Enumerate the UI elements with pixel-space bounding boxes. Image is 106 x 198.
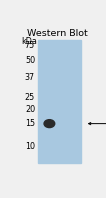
Text: 15: 15 [25,119,35,128]
Text: kDa: kDa [22,37,38,46]
Bar [38,40,81,163]
Text: 50: 50 [25,56,35,65]
Text: Western Blot: Western Blot [27,29,88,38]
Text: 10: 10 [25,142,35,151]
Text: 75: 75 [25,41,35,50]
Text: 25: 25 [25,93,35,102]
Text: 37: 37 [25,73,35,82]
Text: 20: 20 [25,105,35,114]
Ellipse shape [44,120,55,128]
